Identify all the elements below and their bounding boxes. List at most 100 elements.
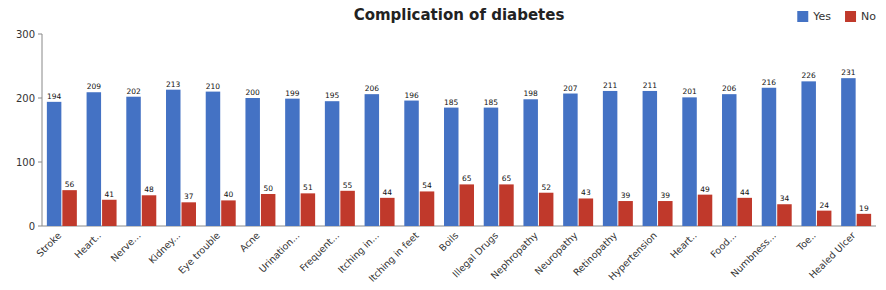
data-label: 44 bbox=[383, 188, 393, 197]
legend-label: Yes bbox=[812, 10, 831, 23]
x-tick-label: Heart.. bbox=[668, 230, 699, 261]
data-label: 211 bbox=[603, 81, 618, 90]
data-label: 231 bbox=[841, 68, 856, 77]
data-label: 202 bbox=[126, 87, 141, 96]
bar bbox=[62, 190, 76, 226]
x-tick-label: Hypertension bbox=[606, 230, 659, 283]
bar bbox=[460, 184, 474, 226]
data-label: 206 bbox=[722, 84, 737, 93]
data-labels: 1942092022132102001991952061961851851982… bbox=[47, 68, 869, 213]
x-tick-label: Itching in feet bbox=[366, 229, 421, 284]
x-axis: StrokeHeart..Nerve...Kidney...Eye troubl… bbox=[34, 226, 876, 284]
data-label: 48 bbox=[144, 185, 154, 194]
data-label: 196 bbox=[404, 91, 419, 100]
y-axis-line bbox=[42, 34, 43, 226]
y-tick-label: 100 bbox=[16, 157, 35, 168]
bar bbox=[801, 81, 815, 226]
bar bbox=[126, 97, 140, 226]
y-tick-label: 200 bbox=[16, 93, 35, 104]
title: Complication of diabetes bbox=[354, 6, 565, 24]
data-label: 195 bbox=[325, 91, 340, 100]
bar bbox=[142, 195, 156, 226]
x-tick-label: Eye trouble bbox=[176, 230, 222, 276]
bar bbox=[404, 101, 418, 226]
data-label: 210 bbox=[206, 82, 221, 91]
bar bbox=[484, 108, 498, 226]
y-tick-label: 300 bbox=[16, 29, 35, 40]
x-tick-label: Boils bbox=[437, 230, 461, 254]
x-tick-label: Healed Ulcer bbox=[807, 230, 858, 281]
data-label: 207 bbox=[563, 84, 578, 93]
data-label: 39 bbox=[621, 191, 631, 200]
bar bbox=[817, 211, 831, 226]
bar bbox=[325, 101, 339, 226]
y-tick bbox=[38, 34, 42, 35]
data-label: 216 bbox=[762, 78, 777, 87]
bar bbox=[539, 193, 553, 226]
x-tick-label: Acne bbox=[238, 230, 262, 254]
data-label: 49 bbox=[700, 185, 710, 194]
data-label: 226 bbox=[802, 71, 817, 80]
bar bbox=[420, 191, 434, 226]
x-tick-label: Nerve... bbox=[108, 230, 142, 264]
x-tick-label: Urination... bbox=[257, 230, 302, 275]
bar bbox=[340, 191, 354, 226]
bar bbox=[777, 204, 791, 226]
data-label: 198 bbox=[524, 89, 539, 98]
y-tick bbox=[38, 98, 42, 99]
bar bbox=[738, 198, 752, 226]
data-label: 194 bbox=[47, 92, 62, 101]
data-label: 39 bbox=[661, 191, 671, 200]
data-label: 43 bbox=[581, 188, 591, 197]
bar bbox=[261, 194, 275, 226]
data-label: 34 bbox=[780, 194, 790, 203]
bar bbox=[682, 97, 696, 226]
bar bbox=[603, 91, 617, 226]
bar bbox=[563, 94, 577, 226]
y-axis: 0100200300 bbox=[16, 29, 42, 232]
bar bbox=[206, 92, 220, 226]
bar bbox=[857, 214, 871, 226]
bar bbox=[182, 202, 196, 226]
x-tick-label: Stroke bbox=[34, 230, 63, 259]
x-tick-label: Toe.. bbox=[794, 230, 818, 254]
data-label: 19 bbox=[859, 204, 869, 213]
bar bbox=[87, 92, 101, 226]
data-label: 209 bbox=[87, 82, 102, 91]
bar bbox=[301, 193, 315, 226]
x-tick-label: Kidney... bbox=[146, 230, 182, 266]
x-tick-label: Food... bbox=[708, 230, 738, 260]
bar bbox=[166, 90, 180, 226]
data-label: 50 bbox=[263, 184, 273, 193]
bar bbox=[444, 108, 458, 226]
x-tick-label: Numbness... bbox=[728, 230, 778, 280]
legend: NoYes bbox=[797, 10, 876, 23]
chart-svg: Complication of diabetes0100200300Stroke… bbox=[0, 0, 886, 290]
y-tick bbox=[38, 162, 42, 163]
data-label: 185 bbox=[444, 98, 459, 107]
data-label: 44 bbox=[740, 188, 750, 197]
bar bbox=[102, 200, 116, 226]
data-label: 200 bbox=[246, 88, 261, 97]
bar bbox=[47, 102, 61, 226]
bar bbox=[245, 98, 259, 226]
bar bbox=[698, 195, 712, 226]
data-label: 56 bbox=[65, 180, 75, 189]
data-label: 52 bbox=[541, 183, 551, 192]
bar bbox=[523, 99, 537, 226]
bar bbox=[658, 201, 672, 226]
bar bbox=[365, 94, 379, 226]
data-label: 51 bbox=[303, 183, 313, 192]
data-label: 55 bbox=[343, 181, 353, 190]
bar bbox=[762, 88, 776, 226]
data-label: 41 bbox=[105, 190, 115, 199]
data-label: 201 bbox=[682, 87, 697, 96]
chart-container: Complication of diabetes0100200300Stroke… bbox=[0, 0, 886, 290]
legend-swatch bbox=[797, 11, 808, 22]
x-tick-label: Heart.. bbox=[72, 230, 103, 261]
data-label: 185 bbox=[484, 98, 499, 107]
bar bbox=[722, 94, 736, 226]
data-label: 65 bbox=[462, 174, 472, 183]
data-label: 213 bbox=[166, 80, 181, 89]
bar bbox=[643, 91, 657, 226]
